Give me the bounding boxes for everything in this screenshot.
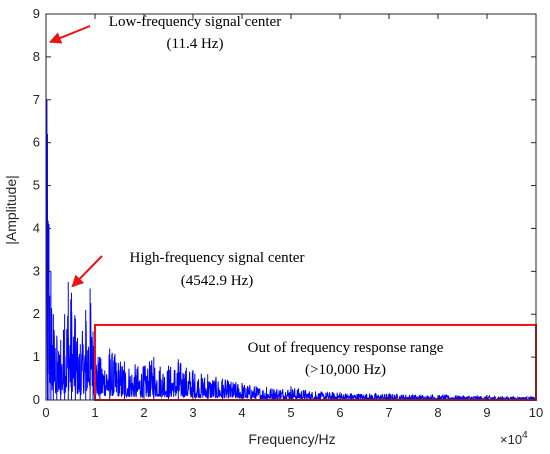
x-tick-label-6: 6 [336, 405, 343, 420]
y-tick-label-6: 6 [33, 135, 40, 150]
annotation-low-line1: Low-frequency signal center [109, 14, 281, 30]
annotation-high-line1: High-frequency signal center [130, 250, 305, 266]
region-layer: Out of frequency response range (>10,000 … [94, 323, 537, 402]
y-tick-label-4: 4 [33, 220, 40, 235]
region-label-line1: Out of frequency response range [248, 340, 444, 356]
x-tick-label-2: 2 [140, 405, 147, 420]
x-multiplier-exponent: 4 [522, 430, 528, 441]
x-tick-label-9: 9 [483, 405, 490, 420]
x-tick-label-5: 5 [287, 405, 294, 420]
x-tick-label-0: 0 [42, 405, 49, 420]
annotation-layer: Low-frequency signal center (11.4 Hz) High… [48, 14, 305, 289]
x-tick-label-10: 10 [529, 405, 543, 420]
ticks-layer: 0 1 2 3 4 5 6 7 8 9 10 0 1 2 3 4 5 6 7 8 9 [33, 6, 543, 420]
y-tick-label-1: 1 [33, 349, 40, 364]
x-multiplier: ×104 [500, 430, 528, 447]
y-tick-label-9: 9 [33, 6, 40, 21]
y-tick-label-2: 2 [33, 306, 40, 321]
y-tick-label-3: 3 [33, 263, 40, 278]
annotation-low-line2: (11.4 Hz) [167, 36, 224, 52]
x-tick-label-1: 1 [91, 405, 98, 420]
x-tick-label-8: 8 [434, 405, 441, 420]
y-tick-label-7: 7 [33, 92, 40, 107]
x-multiplier-base: ×10 [500, 432, 522, 447]
annotation-high-line2: (4542.9 Hz) [181, 273, 253, 289]
x-tick-label-3: 3 [189, 405, 196, 420]
x-axis-label: Frequency/Hz [248, 431, 335, 447]
annotation-low-arrow [48, 25, 91, 44]
y-tick-label-5: 5 [33, 178, 40, 193]
y-axis-label: |Amplitude| [3, 175, 19, 245]
x-tick-label-4: 4 [238, 405, 245, 420]
y-tick-label-8: 8 [33, 49, 40, 64]
x-tick-label-7: 7 [385, 405, 392, 420]
region-label-line2: (>10,000 Hz) [305, 362, 386, 378]
y-tick-label-0: 0 [33, 392, 40, 407]
annotation-high-arrow [71, 255, 103, 288]
